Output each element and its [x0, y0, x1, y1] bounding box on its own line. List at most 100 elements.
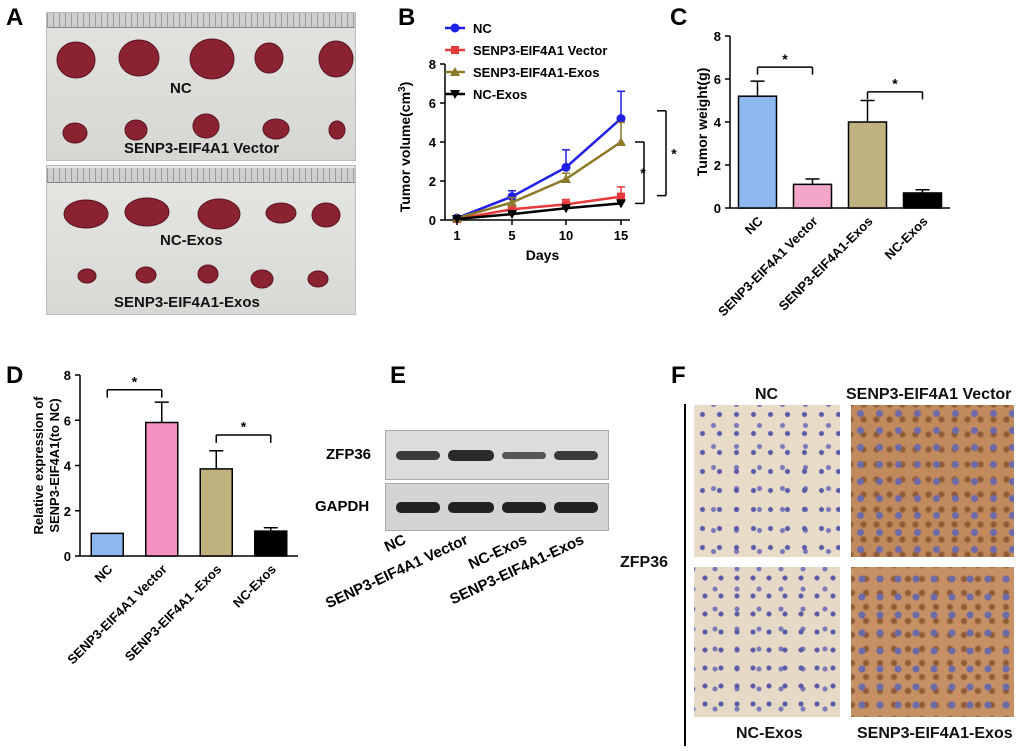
- legend-label: SENP3-EIF4A1-Exos: [473, 65, 599, 80]
- panel-label-f: F: [671, 362, 686, 389]
- y-axis-label: Tumor weight(g): [694, 68, 710, 177]
- ruler: [47, 13, 355, 28]
- legend-marker: [451, 46, 459, 54]
- y-tick-label: 6: [64, 413, 71, 428]
- tumor: [265, 202, 297, 224]
- blot-lane-label: NC: [382, 531, 409, 556]
- significance-star: *: [241, 419, 247, 435]
- tumor: [62, 122, 88, 144]
- legend-label: NC-Exos: [473, 87, 527, 102]
- photo-label-exos: SENP3-EIF4A1-Exos: [114, 294, 260, 311]
- blot-band: [448, 450, 494, 461]
- tumor: [311, 202, 341, 228]
- tumor: [262, 118, 290, 140]
- ihc-image-vector: [851, 405, 1014, 557]
- series-line-0: [456, 117, 622, 220]
- x-tick-label: SENP3-EIF4A1 Vector: [715, 214, 821, 320]
- data-point: [561, 174, 571, 184]
- y-tick-label: 8: [714, 29, 721, 44]
- data-point: [507, 210, 517, 220]
- y-tick-label: 2: [64, 504, 71, 519]
- photo-label-nc: NC: [170, 80, 192, 97]
- y-tick-label: 4: [429, 135, 437, 150]
- tumor: [192, 113, 220, 139]
- bar: [737, 95, 778, 209]
- x-tick-label: NC-Exos: [882, 214, 931, 263]
- significance-star: *: [132, 373, 138, 389]
- x-tick-label: 1: [453, 228, 460, 243]
- ihc-image-nc: [694, 405, 840, 557]
- data-point: [507, 192, 517, 202]
- photo-label-vector: SENP3-EIF4A1 Vector: [124, 140, 280, 157]
- tumor: [254, 42, 284, 74]
- blot-band: [554, 451, 598, 460]
- tumor-specimens-top: [56, 38, 354, 144]
- y-tick-label: 6: [714, 72, 721, 87]
- significance-star: *: [782, 51, 788, 67]
- y-tick-label: 0: [714, 201, 721, 216]
- panel-label-d: D: [6, 362, 24, 389]
- bar: [199, 468, 233, 557]
- series-line-2: [456, 140, 622, 220]
- x-tick-label: 10: [559, 228, 573, 243]
- ihc-image-nc-exos: [694, 567, 840, 717]
- x-tick-label: NC: [91, 561, 115, 585]
- y-tick-label: 4: [714, 115, 722, 130]
- tumor: [135, 266, 157, 284]
- blot-row-label-gapdh: GAPDH: [315, 498, 370, 515]
- y-tick-label: 8: [429, 57, 436, 72]
- tumor: [197, 264, 219, 284]
- panel-label-b: B: [398, 4, 416, 31]
- data-point: [452, 215, 462, 225]
- tumor: [189, 38, 235, 80]
- blot-band: [396, 502, 440, 513]
- x-tick-label: SENP3-EIF4A1 -Exos: [122, 562, 225, 665]
- blot-band: [502, 502, 546, 513]
- significance-star: *: [671, 146, 677, 162]
- tumor: [197, 198, 241, 230]
- bar: [792, 183, 833, 209]
- legend-label: NC: [473, 21, 492, 36]
- data-point: [616, 114, 626, 124]
- blot-band: [396, 451, 440, 460]
- y-tick-label: 4: [64, 459, 72, 474]
- data-point: [561, 162, 571, 172]
- tumor: [77, 268, 97, 284]
- ihc-label-exos: SENP3-EIF4A1-Exos: [857, 725, 1013, 742]
- bar: [847, 121, 888, 209]
- bar: [902, 192, 943, 209]
- data-point: [617, 192, 625, 201]
- x-tick-label: NC: [742, 213, 766, 237]
- y-tick-label: 0: [429, 213, 436, 228]
- photo-label-nc-exos: NC-Exos: [160, 232, 223, 249]
- data-point: [507, 197, 517, 207]
- bar: [145, 421, 179, 557]
- ihc-image-exos: [851, 567, 1014, 717]
- legend-label: SENP3-EIF4A1 Vector: [473, 43, 607, 58]
- blot-band: [554, 502, 598, 513]
- blot-strip-zfp36: [385, 430, 609, 480]
- y-tick-label: 0: [64, 549, 71, 564]
- tumor: [63, 199, 109, 229]
- x-tick-label: 15: [614, 228, 628, 243]
- x-axis-label: Days: [526, 247, 560, 263]
- series-line-1: [456, 195, 622, 221]
- blot-band: [448, 502, 494, 513]
- significance-star: *: [640, 165, 646, 181]
- ihc-label-nc: NC: [755, 386, 779, 403]
- ihc-label-nc-exos: NC-Exos: [736, 725, 803, 742]
- series-line-3: [456, 202, 622, 221]
- x-tick-label: NC-Exos: [230, 562, 279, 611]
- tumor-photo-bottom: [46, 165, 356, 315]
- x-tick-label: SENP3-EIF4A1-Exos: [776, 214, 876, 314]
- tumor: [250, 269, 274, 289]
- legend-marker: [450, 23, 460, 33]
- ihc-divider-line: [684, 404, 686, 746]
- y-tick-label: 8: [64, 368, 71, 383]
- tumor: [318, 40, 354, 78]
- tumor: [124, 197, 170, 227]
- y-tick-label: 6: [429, 96, 436, 111]
